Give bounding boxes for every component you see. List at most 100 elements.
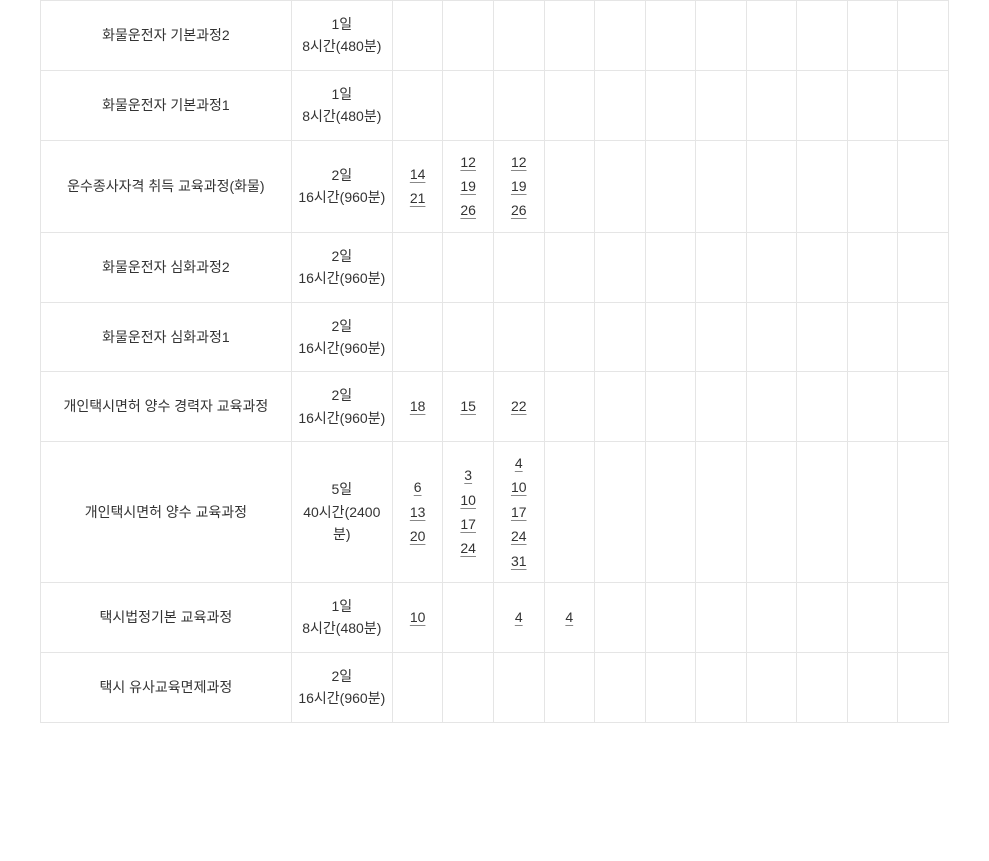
month-cell [595, 70, 646, 140]
month-cell [898, 70, 949, 140]
month-cell [746, 372, 797, 442]
month-cell [392, 652, 443, 722]
date-link[interactable]: 20 [397, 525, 439, 547]
month-cell [544, 70, 595, 140]
date-link[interactable]: 31 [498, 550, 540, 572]
month-cell: 121926 [493, 140, 544, 232]
table-body: 화물운전자 기본과정21일8시간(480분)화물운전자 기본과정1 1일8시간(4… [41, 1, 949, 723]
month-cell: 22 [493, 372, 544, 442]
course-name-cell: 화물운전자 심화과정1 [41, 302, 292, 372]
date-link[interactable]: 14 [397, 163, 439, 185]
month-cell [493, 70, 544, 140]
date-link[interactable]: 4 [498, 606, 540, 628]
date-link[interactable]: 12 [498, 151, 540, 173]
date-link[interactable]: 4 [549, 606, 591, 628]
course-name-cell: 운수종사자격 취득 교육과정(화물) [41, 140, 292, 232]
date-link[interactable]: 24 [498, 525, 540, 547]
date-link[interactable]: 17 [498, 501, 540, 523]
schedule-table: 화물운전자 기본과정21일8시간(480분)화물운전자 기본과정1 1일8시간(4… [40, 0, 949, 723]
course-name-cell: 화물운전자 기본과정1 [41, 70, 292, 140]
date-link[interactable]: 3 [447, 464, 489, 486]
month-cell [392, 232, 443, 302]
month-cell [544, 652, 595, 722]
date-link[interactable]: 18 [397, 395, 439, 417]
month-cell: 18 [392, 372, 443, 442]
table-row: 화물운전자 기본과정21일8시간(480분) [41, 1, 949, 71]
course-name-cell: 개인택시면허 양수 경력자 교육과정 [41, 372, 292, 442]
month-cell [746, 442, 797, 583]
duration-cell: 5일40시간(2400분) [291, 442, 392, 583]
date-link[interactable]: 6 [397, 476, 439, 498]
month-cell [898, 1, 949, 71]
month-cell [595, 302, 646, 372]
month-cell: 10 [392, 583, 443, 653]
month-cell [746, 70, 797, 140]
month-cell [595, 232, 646, 302]
date-link[interactable]: 10 [498, 476, 540, 498]
date-link[interactable]: 26 [447, 199, 489, 221]
course-name-cell: 택시법정기본 교육과정 [41, 583, 292, 653]
month-cell [392, 1, 443, 71]
date-link[interactable]: 19 [447, 175, 489, 197]
month-cell [595, 442, 646, 583]
month-cell: 15 [443, 372, 494, 442]
date-link[interactable]: 12 [447, 151, 489, 173]
course-name-cell: 화물운전자 기본과정2 [41, 1, 292, 71]
month-cell [696, 583, 747, 653]
month-cell: 410 1724 31 [493, 442, 544, 583]
course-name-cell: 화물운전자 심화과정2 [41, 232, 292, 302]
table-row: 택시법정기본 교육과정1일8시간(480분)10 44 [41, 583, 949, 653]
month-cell [797, 372, 848, 442]
month-cell [595, 372, 646, 442]
table-row: 개인택시면허 양수 교육과정5일40시간(2400분)6132031017244… [41, 442, 949, 583]
month-cell: 1421 [392, 140, 443, 232]
month-cell [797, 652, 848, 722]
month-cell [645, 372, 696, 442]
month-cell [797, 442, 848, 583]
duration-cell: 1일8시간(480분) [291, 583, 392, 653]
month-cell [544, 302, 595, 372]
month-cell [847, 140, 898, 232]
month-cell: 121926 [443, 140, 494, 232]
month-cell [443, 302, 494, 372]
date-link[interactable]: 10 [447, 489, 489, 511]
month-cell [847, 1, 898, 71]
month-cell [898, 652, 949, 722]
month-cell [493, 1, 544, 71]
date-link[interactable]: 19 [498, 175, 540, 197]
month-cell [645, 232, 696, 302]
date-link[interactable]: 26 [498, 199, 540, 221]
month-cell [898, 372, 949, 442]
month-cell [645, 583, 696, 653]
table-row: 화물운전자 심화과정12일16시간(960분) [41, 302, 949, 372]
month-cell [595, 652, 646, 722]
date-link[interactable]: 22 [498, 395, 540, 417]
month-cell [847, 442, 898, 583]
date-link[interactable]: 17 [447, 513, 489, 535]
month-cell [696, 652, 747, 722]
month-cell [544, 442, 595, 583]
month-cell [797, 302, 848, 372]
month-cell [797, 232, 848, 302]
month-cell [595, 1, 646, 71]
date-link[interactable]: 15 [447, 395, 489, 417]
table-row: 운수종사자격 취득 교육과정(화물)2일16시간(960분)1421121926… [41, 140, 949, 232]
month-cell [797, 70, 848, 140]
month-cell: 4 [493, 583, 544, 653]
month-cell [847, 652, 898, 722]
month-cell [544, 372, 595, 442]
date-link[interactable]: 13 [397, 501, 439, 523]
month-cell [847, 583, 898, 653]
month-cell [898, 583, 949, 653]
month-cell [746, 652, 797, 722]
month-cell [645, 1, 696, 71]
month-cell [443, 652, 494, 722]
date-link[interactable]: 24 [447, 537, 489, 559]
month-cell [746, 232, 797, 302]
date-link[interactable]: 10 [397, 606, 439, 628]
month-cell [696, 1, 747, 71]
date-link[interactable]: 21 [397, 187, 439, 209]
date-link[interactable]: 4 [498, 452, 540, 474]
month-cell [544, 232, 595, 302]
month-cell [443, 70, 494, 140]
